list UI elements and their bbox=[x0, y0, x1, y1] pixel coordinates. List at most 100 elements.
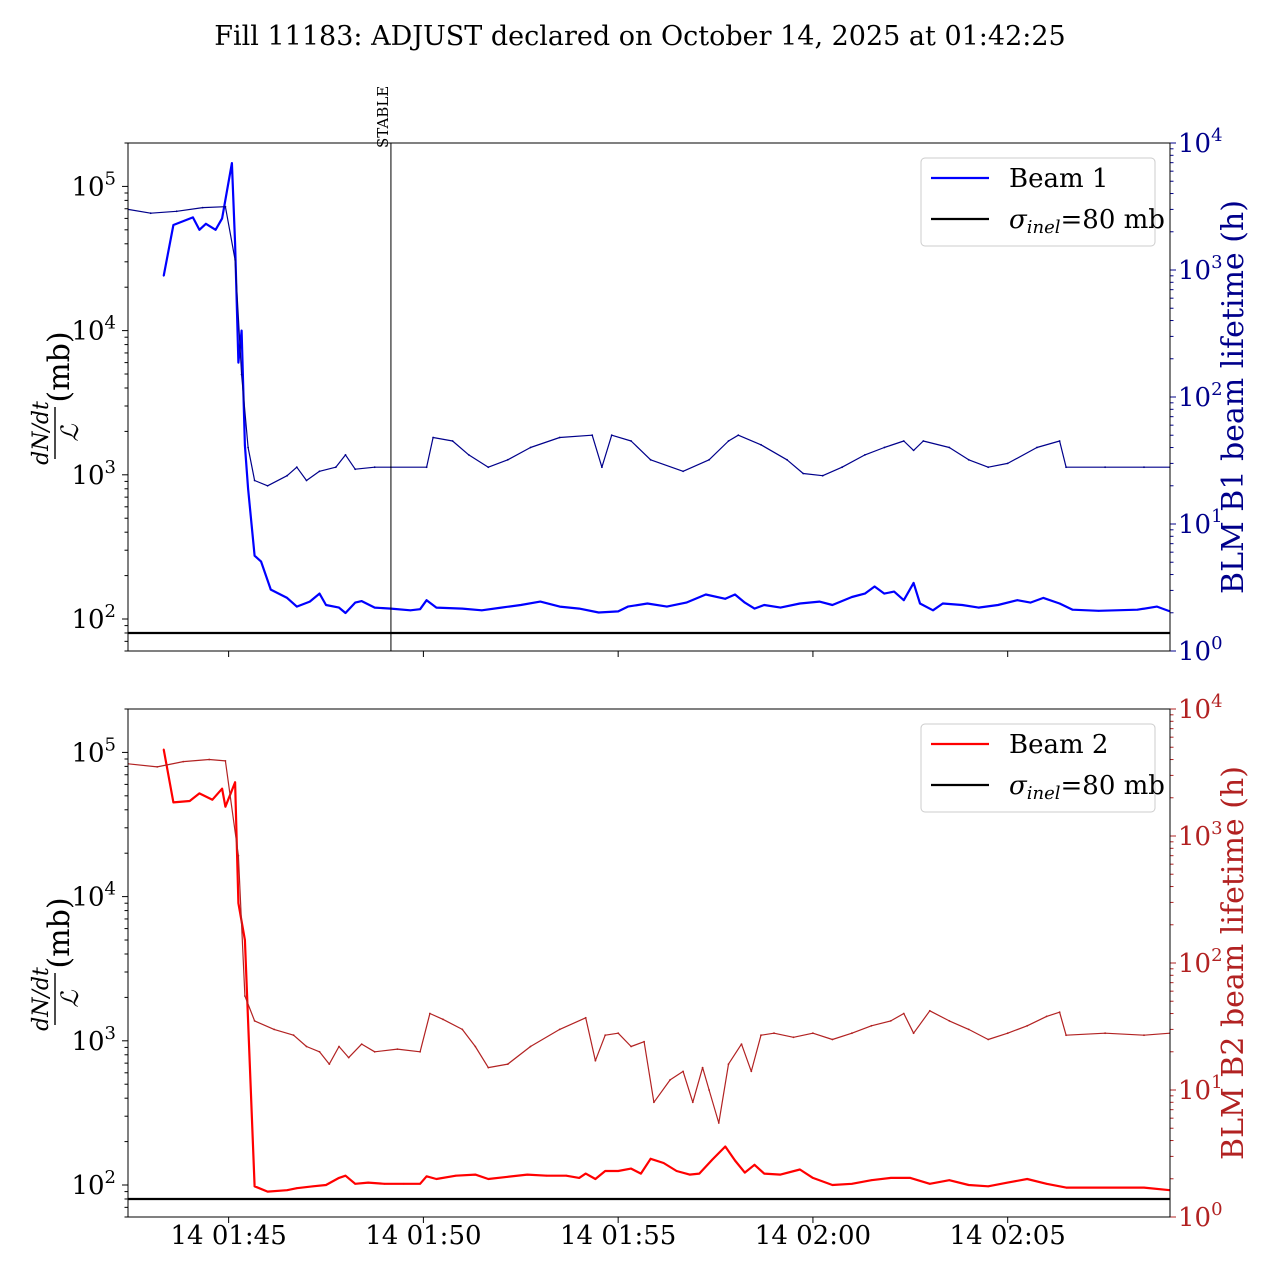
data-point bbox=[864, 592, 866, 595]
data-point bbox=[1104, 1032, 1106, 1035]
data-point bbox=[201, 206, 204, 209]
y-left-tick-label-exp: 2 bbox=[105, 1167, 116, 1188]
data-point bbox=[889, 1177, 892, 1179]
data-point bbox=[373, 606, 376, 609]
data-point bbox=[932, 609, 934, 612]
y-left-tick-label: 103 bbox=[71, 1023, 116, 1057]
data-point bbox=[295, 1187, 298, 1190]
data-point bbox=[506, 458, 509, 461]
y-right-tick-label: 102 bbox=[1178, 379, 1223, 413]
data-point bbox=[211, 798, 214, 801]
x-tick-label: 14 01:50 bbox=[365, 1221, 481, 1251]
data-point bbox=[743, 1171, 746, 1174]
series-line-blm-b2 bbox=[128, 758, 1170, 1124]
data-point bbox=[902, 440, 905, 442]
data-point bbox=[604, 1170, 607, 1172]
data-point bbox=[1026, 1178, 1029, 1180]
data-point bbox=[753, 607, 756, 610]
data-point bbox=[701, 1066, 704, 1069]
data-point bbox=[682, 470, 684, 473]
data-point bbox=[724, 597, 727, 600]
y-left-tick-label-base: 10 bbox=[71, 172, 104, 202]
y-right-tick-label-exp: 3 bbox=[1211, 252, 1222, 273]
y-left-tick-label-base: 10 bbox=[71, 738, 104, 768]
data-point bbox=[360, 600, 363, 602]
data-point bbox=[831, 1038, 834, 1041]
data-point bbox=[948, 446, 951, 449]
data-point bbox=[799, 1168, 801, 1171]
y-right-tick-label-base: 10 bbox=[1178, 1076, 1211, 1106]
data-point bbox=[812, 1177, 814, 1179]
data-point bbox=[1065, 1034, 1067, 1037]
data-point bbox=[1006, 1032, 1009, 1035]
data-point bbox=[821, 474, 824, 477]
y-right-tick-label-exp: 0 bbox=[1211, 1199, 1222, 1220]
data-point bbox=[912, 449, 915, 452]
data-point bbox=[727, 1063, 730, 1065]
data-point bbox=[922, 440, 925, 442]
data-point bbox=[558, 436, 561, 439]
data-point bbox=[1045, 1015, 1048, 1018]
data-point bbox=[451, 440, 454, 442]
data-point bbox=[175, 210, 178, 213]
data-point bbox=[318, 1050, 321, 1053]
y-right-axis-label: BLM B2 beam lifetime (h) bbox=[1216, 766, 1251, 1160]
data-point bbox=[244, 939, 246, 941]
legend-sigma: σ bbox=[1009, 205, 1028, 235]
data-point bbox=[244, 995, 246, 997]
legend-label-beam: Beam 1 bbox=[1009, 164, 1108, 194]
data-point bbox=[344, 454, 347, 456]
y-left-tick-label: 102 bbox=[71, 1167, 116, 1201]
data-point bbox=[237, 854, 240, 857]
data-point bbox=[260, 560, 262, 563]
data-point bbox=[461, 1028, 464, 1031]
y-right-tick-label-base: 10 bbox=[1178, 129, 1211, 159]
data-point bbox=[425, 599, 428, 602]
data-point bbox=[419, 608, 421, 611]
data-point bbox=[344, 1174, 347, 1177]
data-point bbox=[253, 479, 256, 482]
data-point bbox=[373, 1050, 376, 1053]
data-point bbox=[831, 1184, 834, 1186]
data-point bbox=[240, 373, 243, 376]
data-point bbox=[666, 605, 668, 608]
data-point bbox=[753, 1163, 756, 1166]
y-right-tick-label-exp: 1 bbox=[1211, 1072, 1222, 1093]
data-point bbox=[1036, 446, 1038, 449]
data-point bbox=[338, 1045, 340, 1048]
data-point bbox=[318, 470, 321, 473]
data-point bbox=[1042, 597, 1045, 599]
data-point bbox=[967, 1028, 970, 1031]
y-left-tick-label-exp: 5 bbox=[105, 168, 116, 189]
data-point bbox=[519, 604, 522, 606]
data-point bbox=[594, 1059, 597, 1062]
data-point bbox=[162, 274, 165, 277]
y-left-tick-label-exp: 3 bbox=[105, 457, 116, 478]
data-point bbox=[367, 1181, 370, 1184]
data-point bbox=[1104, 466, 1106, 469]
y-right-tick-label: 104 bbox=[1178, 691, 1223, 725]
data-point bbox=[558, 605, 561, 608]
y-right-tick-label-exp: 2 bbox=[1211, 379, 1222, 400]
y-left-tick-label: 104 bbox=[71, 313, 116, 347]
data-point bbox=[669, 1079, 671, 1081]
data-point bbox=[987, 466, 990, 469]
data-point bbox=[1045, 1182, 1048, 1185]
data-point bbox=[435, 1178, 438, 1180]
data-point bbox=[912, 582, 915, 584]
data-point bbox=[224, 760, 227, 762]
y-left-label-numerator: dN/dt bbox=[29, 401, 54, 465]
y-right-tick-label-base: 10 bbox=[1178, 637, 1211, 667]
data-point bbox=[156, 766, 159, 768]
data-point bbox=[640, 1172, 642, 1175]
data-point bbox=[928, 1009, 931, 1012]
data-point bbox=[526, 1173, 529, 1176]
y-left-tick-label-base: 10 bbox=[71, 883, 104, 913]
data-point bbox=[224, 805, 227, 808]
data-point bbox=[750, 1070, 753, 1073]
data-point bbox=[234, 242, 237, 245]
data-point bbox=[338, 606, 340, 609]
series-line-beam-1 bbox=[162, 162, 1170, 615]
y-right-tick-label-base: 10 bbox=[1178, 510, 1211, 540]
x-tick-label: 14 01:45 bbox=[170, 1221, 286, 1251]
